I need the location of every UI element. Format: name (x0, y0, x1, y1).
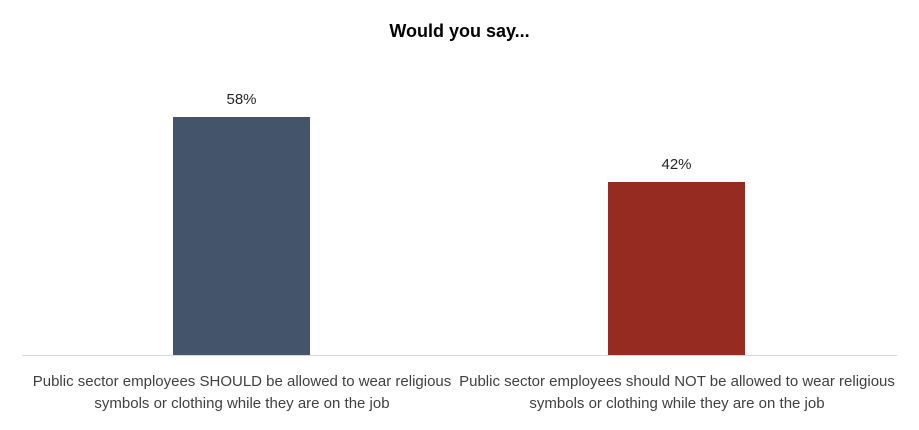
category-label-should-not: Public sector employees should NOT be al… (459, 373, 895, 412)
bar-column-should-not: 42% (608, 156, 745, 355)
category-label-should: Public sector employees SHOULD be allowe… (32, 373, 452, 412)
bar-column-should: 58% (173, 91, 310, 355)
bar-value-label: 42% (661, 156, 692, 173)
bar-should-not (608, 182, 745, 355)
bar-should (173, 117, 310, 355)
x-axis-line (22, 355, 897, 356)
bar-value-label: 58% (226, 91, 257, 108)
chart-title: Would you say... (389, 21, 530, 41)
